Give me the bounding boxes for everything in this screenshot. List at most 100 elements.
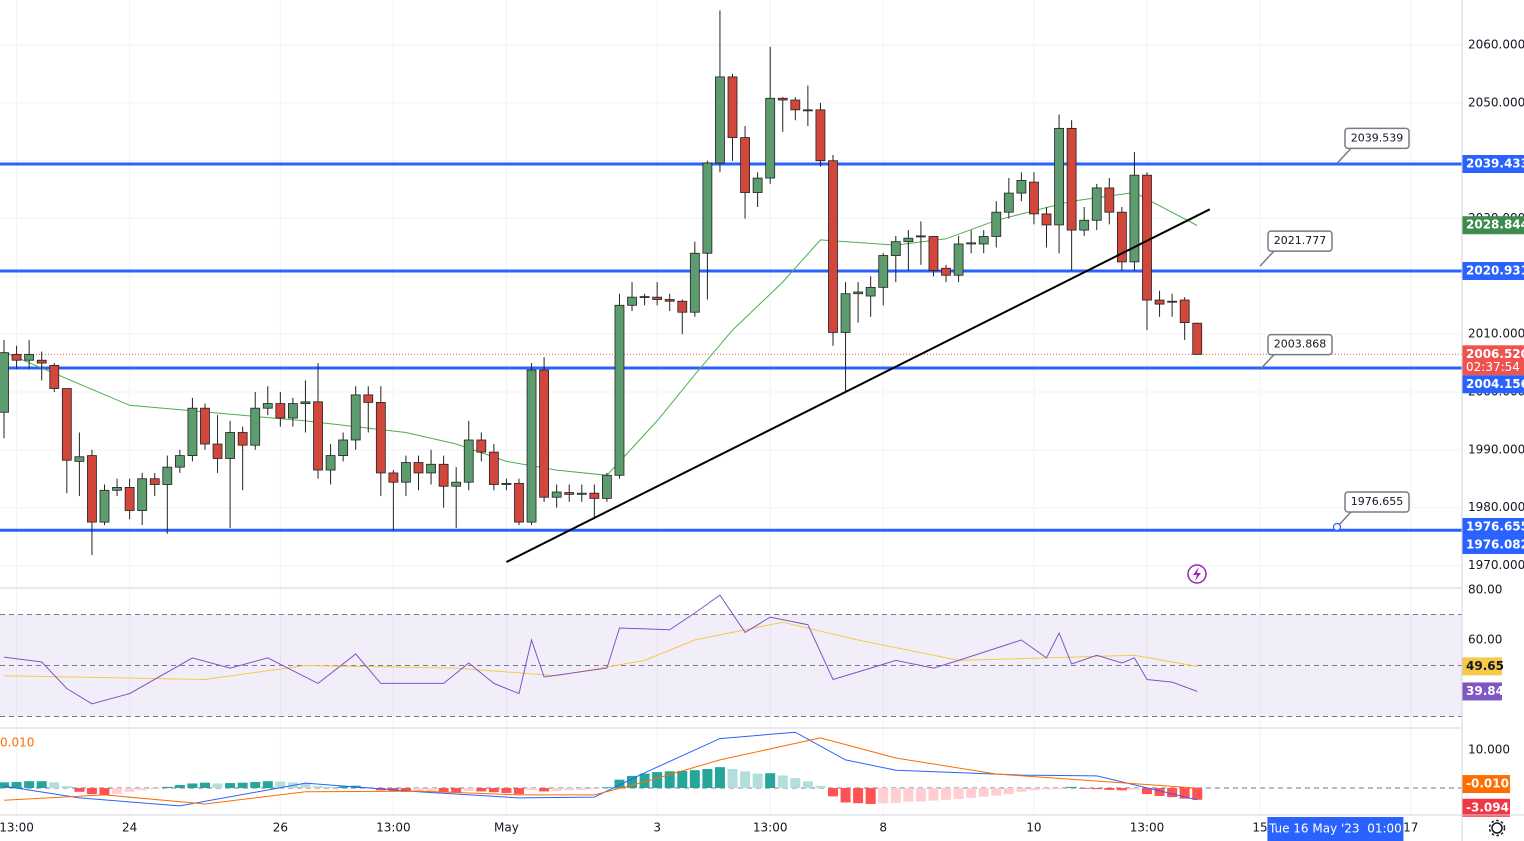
macd-histogram-bar bbox=[639, 773, 650, 789]
callout-label: 2003.868 bbox=[1274, 338, 1327, 351]
candle-body bbox=[1167, 300, 1178, 303]
macd-histogram-bar bbox=[400, 788, 411, 792]
macd-histogram-bar bbox=[740, 771, 751, 789]
callout-label: 2021.777 bbox=[1274, 234, 1327, 247]
x-tick-label: May bbox=[494, 821, 519, 835]
callout-label: 1976.655 bbox=[1351, 495, 1404, 508]
macd-histogram-bar bbox=[124, 788, 135, 792]
plot: 2039.539 2021.777 2003.868 1976.655 bbox=[0, 10, 1462, 807]
macd-histogram-bar bbox=[677, 770, 688, 789]
candle-body bbox=[740, 137, 750, 193]
price-label: 2006.520 bbox=[1466, 347, 1524, 361]
candle-body bbox=[237, 432, 248, 446]
macd-histogram-bar bbox=[752, 773, 763, 789]
macd-histogram-bar bbox=[488, 788, 499, 793]
candle-body bbox=[1066, 127, 1077, 231]
macd-histogram-bar bbox=[627, 775, 638, 789]
price-label-box bbox=[1462, 216, 1524, 235]
macd-histogram-bar bbox=[878, 788, 889, 804]
candle-body bbox=[652, 296, 663, 300]
macd-histogram-bar bbox=[928, 788, 939, 801]
axis: 13:00 24 26 13:00 May 3 13:00 8 10 13:00 15 17 1970.… bbox=[0, 38, 1524, 841]
candle-body bbox=[375, 402, 386, 474]
macd-histogram-bar bbox=[865, 788, 876, 804]
candle-body bbox=[539, 369, 550, 498]
candle-body bbox=[149, 478, 160, 485]
macd-histogram-bar bbox=[1141, 788, 1152, 795]
callout-pointer bbox=[1259, 354, 1275, 371]
candle-body bbox=[313, 401, 323, 471]
rsi-value-box bbox=[1462, 657, 1502, 676]
rsi-value-box bbox=[1462, 682, 1502, 701]
macd-histogram-bar bbox=[112, 788, 123, 794]
candle-body bbox=[1179, 299, 1190, 324]
candle-body bbox=[765, 97, 776, 179]
macd-histogram-bar bbox=[513, 788, 524, 795]
x-tick-label: 3 bbox=[653, 821, 661, 835]
candle-body bbox=[463, 439, 474, 483]
macd-legend-value: 0.010 bbox=[0, 736, 34, 750]
price-label: 1976.655 bbox=[1466, 519, 1524, 533]
macd-histogram-bar bbox=[664, 771, 675, 789]
macd-histogram-bar bbox=[463, 788, 474, 792]
y-tick-label: 1980.000 bbox=[1468, 500, 1524, 514]
macd-histogram-bar bbox=[1116, 788, 1127, 791]
candle-body bbox=[174, 455, 185, 468]
macd-histogram-bar bbox=[275, 781, 286, 789]
candle-body bbox=[112, 486, 122, 491]
macd-histogram-bar bbox=[225, 783, 236, 789]
candle-body bbox=[0, 352, 9, 413]
macd-histogram-bar bbox=[325, 786, 336, 789]
candle-body bbox=[338, 439, 349, 456]
countdown-label: 02:37:54 bbox=[1466, 360, 1520, 374]
candle-body bbox=[162, 466, 173, 485]
candle-body bbox=[1054, 127, 1064, 226]
callout-pointer bbox=[1336, 147, 1352, 164]
candle-body bbox=[413, 462, 424, 474]
candle-body bbox=[11, 354, 22, 361]
candle-body bbox=[991, 211, 1002, 237]
price-label: 2020.931 bbox=[1466, 263, 1524, 277]
candle-body bbox=[564, 492, 575, 495]
candle-body bbox=[853, 291, 864, 295]
candle-body bbox=[928, 236, 939, 271]
macd-histogram-bar bbox=[915, 788, 926, 802]
macd-histogram-bar bbox=[212, 783, 223, 789]
x-tick-label: 15 bbox=[1252, 821, 1267, 835]
macd-histogram-bar bbox=[86, 788, 97, 795]
callout-anchor bbox=[1332, 522, 1342, 532]
macd-histogram-bar bbox=[903, 788, 914, 802]
callout-box bbox=[1344, 491, 1410, 513]
macd-histogram-bar bbox=[853, 788, 864, 804]
macd-histogram-bar bbox=[237, 782, 248, 789]
macd-histogram-bar bbox=[1167, 788, 1178, 798]
x-tick-label: 10 bbox=[1026, 821, 1041, 835]
candle-body bbox=[363, 394, 374, 403]
x-tick-label: 13:00 bbox=[753, 821, 788, 835]
y-tick-label: 1970.000 bbox=[1468, 558, 1524, 572]
y-tick-label: 1990.000 bbox=[1468, 442, 1524, 456]
macd-histogram-bar bbox=[1192, 788, 1203, 800]
candle-body bbox=[1003, 192, 1014, 213]
settings-icon[interactable] bbox=[1488, 819, 1506, 837]
x-tick-label: 26 bbox=[273, 821, 288, 835]
candle-body bbox=[715, 76, 725, 164]
candle-body bbox=[137, 478, 148, 511]
rsi-tick-label: 60.00 bbox=[1468, 633, 1502, 647]
y-tick-label: 2010.000 bbox=[1468, 327, 1524, 341]
rsi-value-label: 49.65 bbox=[1466, 659, 1504, 673]
candle-body bbox=[878, 255, 889, 288]
macd-histogram-bar bbox=[174, 784, 185, 789]
macd-histogram-bar bbox=[526, 788, 537, 791]
macd-histogram-bar bbox=[576, 788, 587, 790]
candle-body bbox=[300, 401, 311, 404]
alert-icon[interactable] bbox=[1187, 564, 1207, 584]
macd-histogram-bar bbox=[24, 781, 35, 789]
x-tick-label: 13:00 bbox=[0, 821, 34, 835]
macd-histogram-bar bbox=[840, 788, 851, 803]
macd-histogram-bar bbox=[1054, 788, 1065, 790]
macd-histogram-bar bbox=[476, 788, 487, 792]
macd-histogram-bar bbox=[149, 788, 160, 790]
y-tick-label: 2060.000 bbox=[1468, 38, 1524, 52]
candle-body bbox=[627, 296, 637, 306]
